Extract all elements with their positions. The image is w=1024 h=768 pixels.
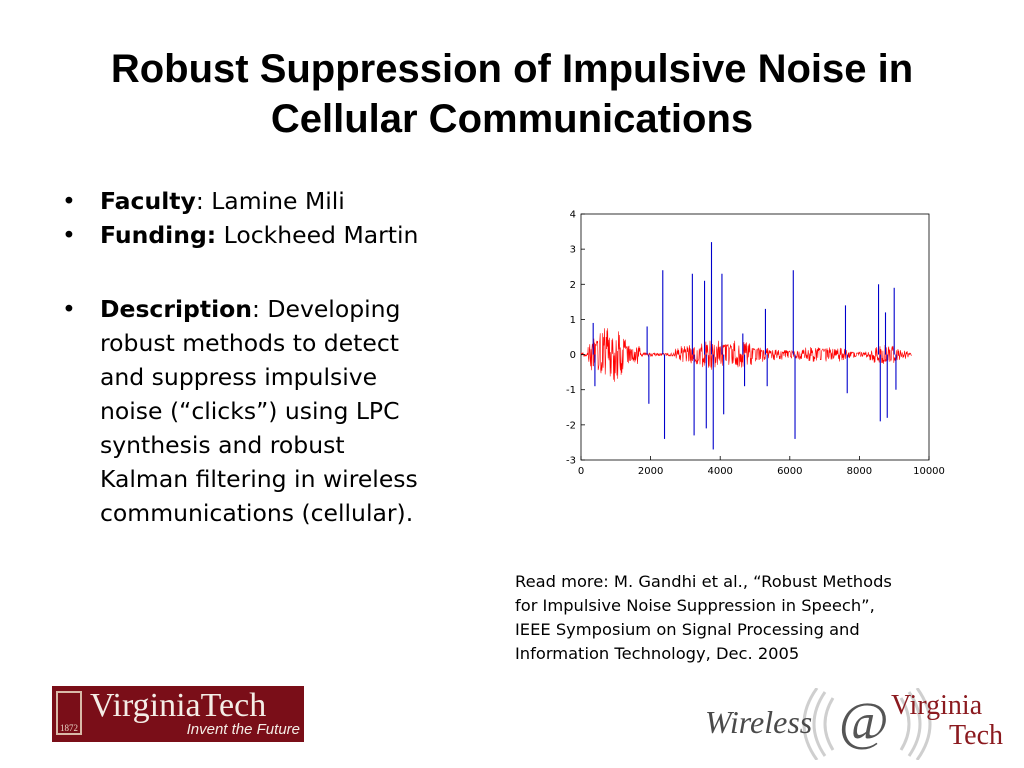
- bullet-dot-icon: •: [62, 187, 76, 215]
- read-more-line-2: for Impulsive Noise Suppression in Speec…: [515, 596, 875, 615]
- at-symbol: @: [839, 691, 889, 751]
- x-tick-label-4: 8000: [847, 466, 872, 477]
- description-label: Description: [100, 295, 252, 323]
- bullet-dot-icon: •: [62, 295, 76, 323]
- read-more-line-1: Read more: M. Gandhi et al., “Robust Met…: [515, 572, 892, 591]
- x-tick-label-3: 6000: [777, 466, 802, 477]
- bullet-description: • Description: Developing robust methods…: [60, 292, 500, 530]
- read-more: Read more: M. Gandhi et al., “Robust Met…: [515, 570, 1005, 666]
- slide-title: Robust Suppression of Impulsive Noise in…: [0, 44, 1024, 144]
- wireless-waves-icon: [802, 688, 932, 760]
- read-more-line-3: IEEE Symposium on Signal Processing and: [515, 620, 860, 639]
- description-line-1: : Developing: [252, 295, 401, 323]
- faculty-value: Lamine Mili: [211, 187, 345, 215]
- bullet-gap: [60, 252, 500, 292]
- wireless-vt-line1: Virginia: [891, 690, 983, 721]
- y-tick-label-6: -2: [566, 420, 576, 431]
- y-tick-label-2: 2: [570, 280, 576, 291]
- wireless-vt-line2: Tech: [949, 720, 1004, 751]
- y-tick-label-1: 3: [570, 245, 576, 256]
- y-tick-label-0: 4: [570, 210, 576, 221]
- faculty-label: Faculty: [100, 187, 196, 215]
- faculty-separator: :: [195, 187, 212, 215]
- x-tick-label-5: 10000: [913, 466, 945, 477]
- bullet-faculty: • Faculty: Lamine Mili: [60, 184, 500, 218]
- wireless-text: Wireless: [705, 704, 813, 740]
- wireless-at-vt-logo: Wireless @ Virginia Tech: [705, 688, 1015, 760]
- description-line-2: robust methods to detect: [100, 329, 399, 357]
- virginia-tech-logo: 1872 VirginiaTech Invent the Future: [52, 686, 304, 742]
- x-tick-label-0: 0: [578, 466, 584, 477]
- signal-series-line: [580, 328, 912, 382]
- y-tick-label-5: -1: [566, 385, 576, 396]
- vt-tagline: Invent the Future: [186, 721, 300, 738]
- read-more-line-4: Information Technology, Dec. 2005: [515, 644, 800, 663]
- x-tick-label-1: 2000: [638, 466, 663, 477]
- y-tick-label-4: 0: [570, 350, 576, 361]
- funding-value: Lockheed Martin: [223, 221, 419, 249]
- slide-title-line2: Cellular Communications: [270, 97, 754, 141]
- vt-seal-year: 1872: [60, 723, 78, 733]
- description-line-7: communications (cellular).: [100, 499, 414, 527]
- y-tick-label-7: -3: [566, 456, 576, 467]
- plot-frame: [580, 213, 930, 461]
- bullet-dot-icon: •: [62, 221, 76, 249]
- description-line-4: noise (“clicks”) using LPC: [100, 397, 400, 425]
- description-line-3: and suppress impulsive: [100, 363, 378, 391]
- vt-wordmark: VirginiaTech: [90, 687, 267, 724]
- funding-label: Funding:: [100, 221, 217, 249]
- bullet-list: • Faculty: Lamine Mili • Funding: Lockhe…: [60, 184, 500, 530]
- funding-separator: [216, 221, 223, 249]
- description-line-6: Kalman filtering in wireless: [100, 465, 418, 493]
- x-tick-label-2: 4000: [707, 466, 732, 477]
- signal-chart: 0 2000 4000 6000 8000 10000 4 3 2 1 0 -1 -2 -3: [566, 210, 945, 478]
- bullet-funding: • Funding: Lockheed Martin: [60, 218, 500, 252]
- vt-seal-icon: 1872: [56, 691, 82, 735]
- y-tick-label-3: 1: [570, 315, 576, 326]
- slide-title-line1: Robust Suppression of Impulsive Noise in: [110, 47, 914, 91]
- description-line-5: synthesis and robust: [100, 431, 345, 459]
